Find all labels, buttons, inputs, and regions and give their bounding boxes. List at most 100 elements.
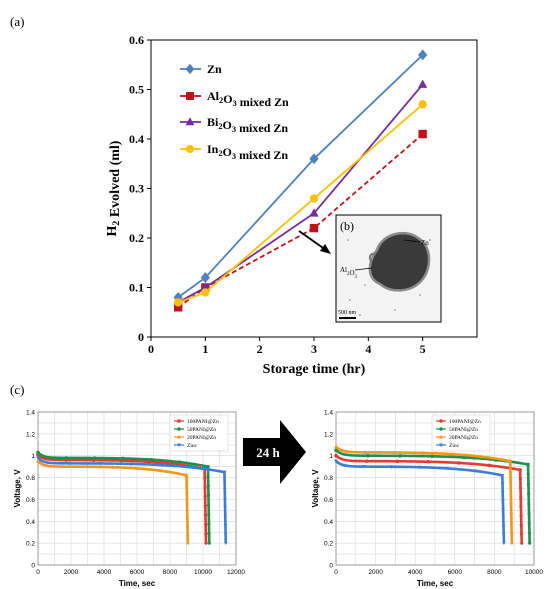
inset-particle — [368, 231, 431, 292]
data-point — [177, 460, 182, 464]
data-point — [392, 450, 397, 454]
data-point — [426, 459, 430, 464]
y-tick-label: 1.4 — [324, 410, 333, 417]
data-point — [526, 462, 530, 467]
y-tick-label: 1.2 — [26, 431, 35, 438]
legend-label: 100PANI@Zn — [449, 419, 481, 425]
data-point — [191, 466, 196, 470]
data-point — [527, 521, 531, 526]
inset-speck — [394, 309, 396, 311]
legend-marker — [439, 427, 443, 431]
data-point — [363, 450, 368, 454]
inset-shell — [368, 252, 377, 263]
data-point — [222, 470, 227, 475]
x-axis-label: Storage time (hr) — [263, 362, 366, 377]
legend-marker — [177, 427, 181, 431]
x-tick-label: 0 — [36, 569, 40, 576]
data-point — [418, 79, 428, 88]
data-point — [418, 100, 427, 109]
data-point — [487, 463, 492, 468]
data-point — [207, 531, 211, 536]
x-tick-label: 2000 — [64, 569, 79, 576]
data-point — [149, 457, 154, 462]
data-point — [518, 486, 523, 490]
arrow-24h: 24 h — [243, 420, 306, 484]
y-tick-label: 0.3 — [129, 182, 144, 196]
data-point — [207, 512, 211, 517]
data-point — [206, 464, 210, 469]
y-tick-label: 0.4 — [129, 132, 144, 146]
y-axis-label: H2 Evolved (ml) — [105, 140, 123, 236]
y-tick-label: 0.6 — [324, 497, 333, 504]
legend-marker — [186, 145, 194, 153]
data-point — [223, 497, 227, 501]
data-point — [185, 507, 189, 511]
inset-pointer-zn — [403, 239, 421, 243]
data-point — [501, 499, 505, 503]
data-point — [203, 504, 207, 508]
data-point — [527, 502, 531, 506]
data-point — [526, 472, 530, 476]
plot-frame — [335, 411, 535, 566]
data-point — [98, 462, 103, 466]
y-tick-label: 0.2 — [26, 541, 35, 548]
data-point — [519, 514, 523, 518]
data-point — [36, 450, 40, 455]
x-tick-label: 6000 — [448, 569, 463, 576]
panel-label-c: (c) — [10, 382, 24, 397]
data-point — [309, 208, 319, 217]
legend-label: Zn — [207, 62, 222, 76]
data-point — [444, 466, 449, 471]
chart-c-left-discharge: 0 2000 4000 6000 8000 10000 12000 0 0.2 0.4 0.6 0.8… — [13, 410, 245, 589]
data-point — [519, 523, 523, 527]
data-point — [389, 465, 394, 469]
inset-speck — [364, 284, 366, 286]
data-point — [366, 453, 370, 458]
data-point — [185, 490, 189, 494]
series-line-zn — [177, 54, 424, 299]
inset-pointer-arrowhead — [320, 244, 331, 254]
data-point — [110, 465, 115, 469]
legend-marker — [439, 434, 443, 439]
data-point — [509, 489, 513, 494]
data-point — [508, 469, 513, 473]
data-point — [147, 460, 151, 464]
data-point — [501, 533, 506, 537]
inset-pointer-arrow — [298, 230, 327, 251]
data-point — [173, 298, 183, 307]
data-point — [518, 468, 522, 472]
data-point — [203, 513, 208, 517]
inset-scale-label: 500 nm — [338, 310, 357, 316]
legend-label: 50PANI@Zn — [187, 427, 216, 433]
data-point — [207, 541, 211, 545]
x-tick-label: 12000 — [227, 569, 245, 576]
data-point — [185, 532, 190, 536]
data-point — [223, 524, 228, 528]
data-point — [222, 479, 227, 483]
data-point — [129, 462, 134, 467]
data-point — [185, 498, 189, 503]
data-point — [418, 49, 428, 61]
series-line-50pani-zn — [37, 451, 211, 544]
data-point — [510, 541, 514, 545]
data-point — [184, 473, 189, 477]
data-point — [121, 456, 125, 461]
data-point — [417, 465, 422, 470]
x-tick-label: 4 — [365, 342, 371, 356]
x-tick-label: 4000 — [97, 569, 112, 576]
data-point — [334, 444, 338, 449]
data-point — [508, 459, 513, 463]
legend-label: Bi2O3 mixed Zn — [207, 115, 288, 135]
data-point — [509, 500, 513, 504]
data-point — [204, 522, 208, 527]
arrow-label: 24 h — [256, 445, 280, 460]
data-point — [527, 512, 531, 516]
x-tick-label: 2000 — [368, 569, 383, 576]
data-point — [67, 461, 72, 466]
data-point — [224, 541, 228, 546]
inset-speck — [429, 239, 431, 241]
data-point — [203, 476, 207, 480]
data-point — [135, 466, 139, 470]
data-point — [85, 464, 90, 469]
